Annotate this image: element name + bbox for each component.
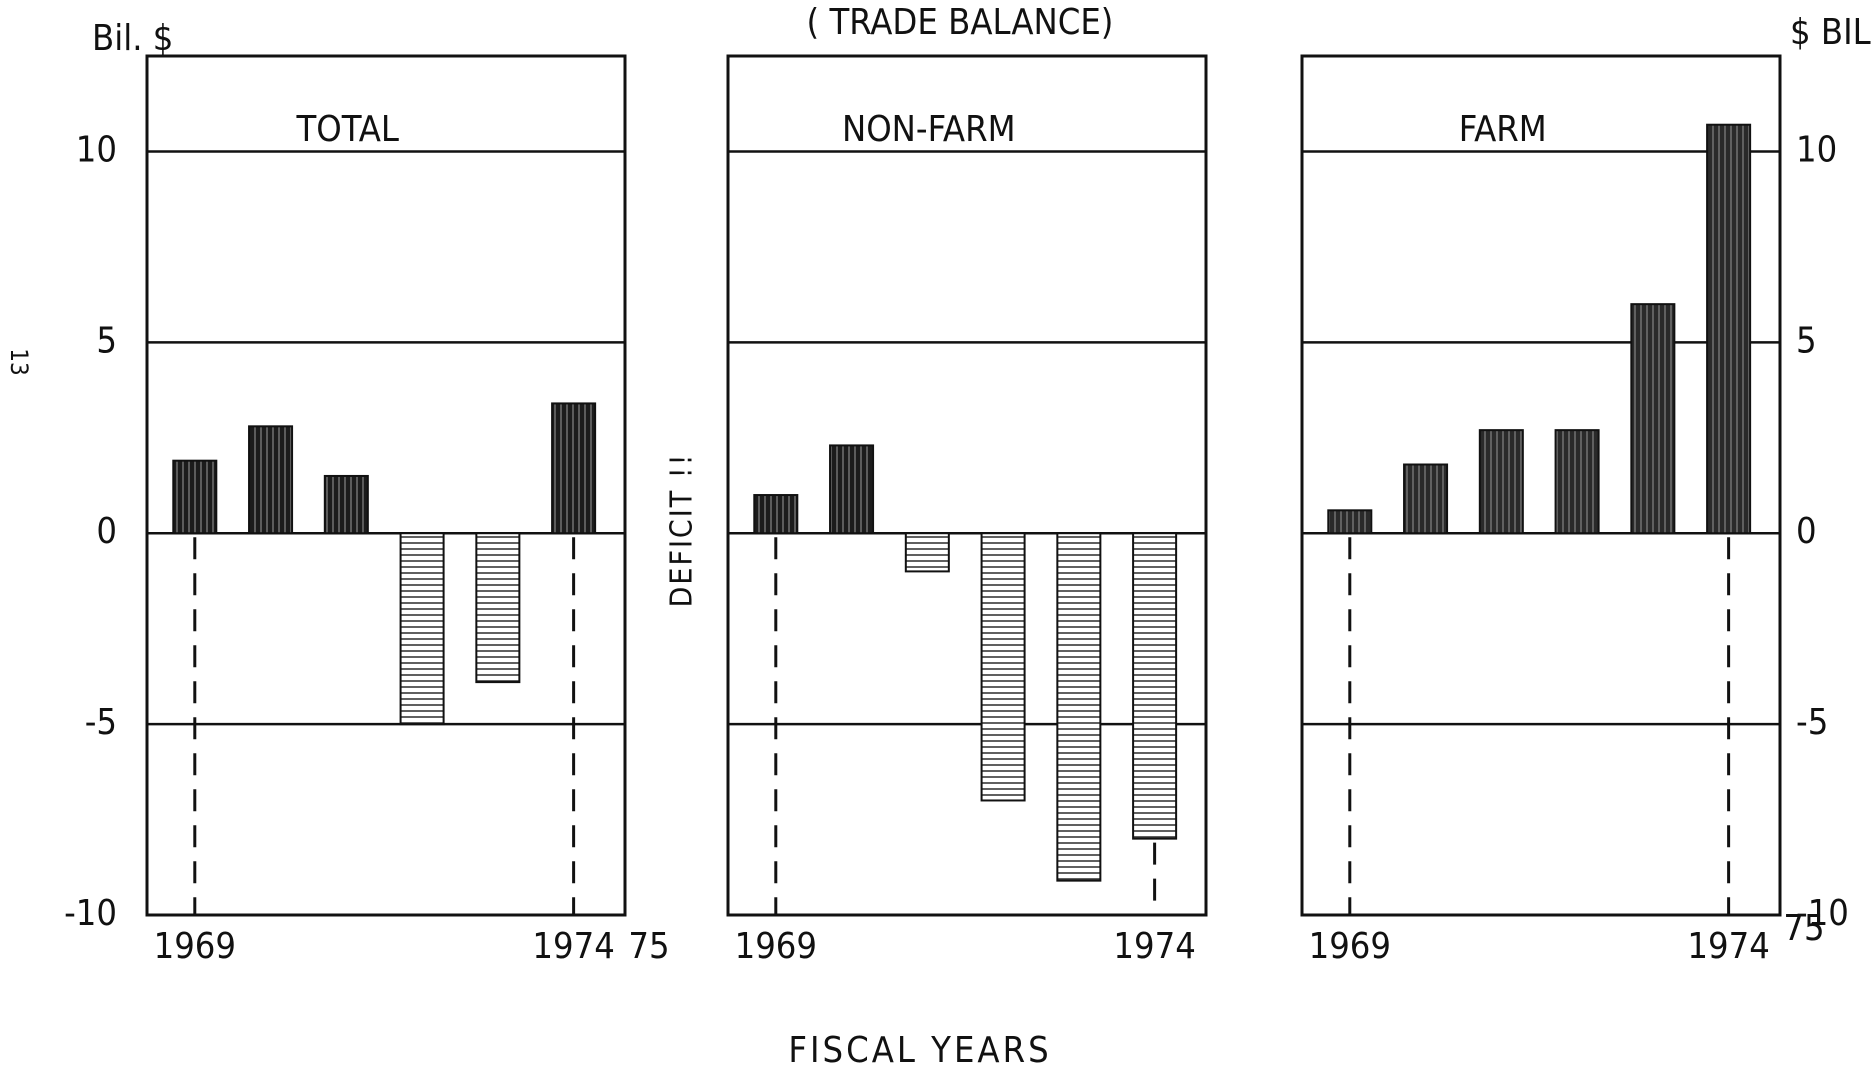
figure-title: ( TRADE BALANCE) bbox=[807, 2, 1114, 43]
y-tick-label: -5 bbox=[85, 702, 117, 743]
x-end-label: 75 bbox=[628, 926, 669, 967]
annotation: DEFICIT !! bbox=[665, 453, 700, 608]
y-axis-label: Bil. $ bbox=[92, 18, 173, 59]
x-tick-label: 1974 bbox=[1113, 926, 1195, 967]
panel-title: TOTAL bbox=[296, 109, 399, 150]
y-axis-label: $ BIL. bbox=[1790, 12, 1874, 53]
bar bbox=[753, 494, 799, 535]
y-tick-label: 5 bbox=[96, 320, 117, 361]
bar bbox=[475, 532, 521, 684]
bar bbox=[399, 532, 445, 726]
bar bbox=[248, 425, 294, 535]
y-tick-label: -5 bbox=[1796, 702, 1828, 743]
y-tick-label: 0 bbox=[1796, 511, 1817, 552]
bar bbox=[172, 459, 218, 535]
bar bbox=[1478, 429, 1524, 535]
x-tick-label: 1974 bbox=[1687, 926, 1769, 967]
bar bbox=[1056, 532, 1102, 882]
x-tick-label: 1969 bbox=[1309, 926, 1391, 967]
bar bbox=[829, 444, 875, 535]
y-tick-label: -10 bbox=[1796, 893, 1849, 934]
bar bbox=[980, 532, 1026, 802]
panel-title: FARM bbox=[1459, 109, 1547, 150]
bar bbox=[323, 474, 369, 535]
bar bbox=[1706, 123, 1752, 535]
y-tick-label: 10 bbox=[1796, 129, 1837, 170]
x-axis-label: FISCAL YEARS bbox=[788, 1030, 1051, 1069]
bar bbox=[1132, 532, 1178, 840]
x-tick-label: 1974 bbox=[532, 926, 614, 967]
y-tick-label: 5 bbox=[1796, 320, 1817, 361]
bar bbox=[1403, 463, 1449, 535]
bar bbox=[1630, 303, 1676, 535]
bar bbox=[904, 532, 950, 573]
bar bbox=[1327, 509, 1373, 535]
bar bbox=[1554, 429, 1600, 535]
x-end-label: 75 bbox=[1783, 908, 1824, 949]
bar bbox=[551, 402, 597, 535]
panel-title: NON-FARM bbox=[842, 109, 1016, 150]
x-tick-label: 1969 bbox=[154, 926, 236, 967]
page-number: 13 bbox=[5, 348, 33, 375]
y-tick-label: -10 bbox=[64, 893, 117, 934]
x-tick-label: 1969 bbox=[735, 926, 817, 967]
y-tick-label: 0 bbox=[96, 511, 117, 552]
y-tick-label: 10 bbox=[76, 129, 117, 170]
